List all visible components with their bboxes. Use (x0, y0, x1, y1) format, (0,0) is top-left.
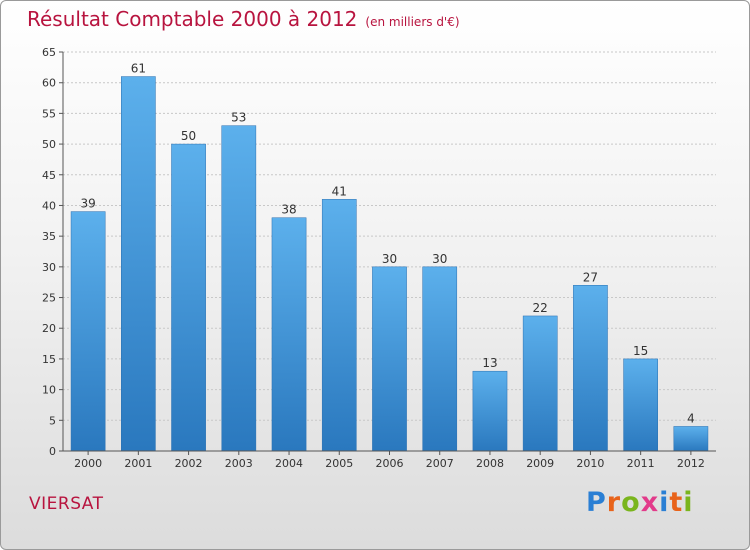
y-tick-label: 5 (49, 414, 56, 427)
bar-2006 (372, 266, 407, 452)
bar-value-label: 39 (80, 197, 95, 211)
y-tick-label: 10 (42, 384, 56, 397)
bar-2010 (573, 285, 608, 452)
bar-2004 (271, 217, 307, 452)
bar-value-label: 4 (687, 411, 695, 425)
bar-value-label: 15 (633, 344, 648, 358)
bar-value-label: 50 (181, 129, 196, 143)
commune-name: VIERSAT (29, 494, 104, 514)
y-tick-label: 15 (42, 353, 56, 366)
bar-value-label: 53 (231, 111, 246, 125)
proxiti-logo: Proxiti (586, 487, 694, 518)
x-tick-label: 2001 (124, 457, 152, 470)
bar-value-label: 30 (432, 252, 447, 266)
bar-2003 (221, 125, 257, 452)
x-tick-label: 2008 (476, 457, 504, 470)
x-tick-label: 2011 (627, 457, 655, 470)
y-axis: 0 5 10 15 20 25 30 35 40 45 50 55 60 65 (42, 46, 64, 458)
y-tick-label: 0 (49, 445, 56, 458)
y-tick-label: 30 (42, 261, 56, 274)
bar-value-label: 27 (583, 270, 598, 284)
chart-title-text: Résultat Comptable 2000 à 2012 (27, 7, 358, 31)
logo-letter: o (621, 487, 641, 518)
bar-2001 (121, 76, 156, 452)
bar-2007 (422, 266, 458, 452)
y-tick-label: 65 (42, 46, 56, 59)
x-tick-label: 2003 (225, 457, 253, 470)
logo-letter: t (669, 487, 684, 518)
y-tick-label: 45 (42, 169, 56, 182)
bar-value-label: 38 (281, 203, 296, 217)
x-tick-label: 2002 (175, 457, 203, 470)
bar-value-label: 13 (482, 356, 497, 370)
chart-title: Résultat Comptable 2000 à 2012 (en millie… (27, 7, 460, 31)
x-tick-label: 2006 (376, 457, 404, 470)
x-axis: 2000 2001 2002 2003 2004 2005 2006 2007 2008 2009… (63, 450, 716, 470)
x-tick-label: 2007 (426, 457, 454, 470)
logo-letter: r (606, 487, 622, 518)
y-tick-label: 40 (42, 199, 56, 212)
bar-2009 (522, 315, 558, 452)
bar-2005 (321, 199, 357, 452)
bar-2002 (171, 143, 206, 452)
y-tick-label: 35 (42, 230, 56, 243)
bar-2012 (673, 426, 709, 452)
y-tick-label: 20 (42, 322, 56, 335)
bar-2000 (70, 211, 106, 452)
bar-2011 (623, 358, 658, 452)
x-tick-label: 2000 (74, 457, 102, 470)
y-tick-label: 60 (42, 77, 56, 90)
x-tick-label: 2005 (325, 457, 353, 470)
x-tick-label: 2009 (526, 457, 554, 470)
logo-letter: x (640, 487, 660, 518)
bar-value-label: 61 (131, 62, 146, 76)
bar-value-label: 22 (533, 301, 548, 315)
y-tick-label: 55 (42, 107, 56, 120)
bar-value-label: 41 (332, 184, 347, 198)
bars: 39 61 50 53 38 41 30 30 13 22 27 15 4 (70, 62, 709, 452)
chart-title-unit: (en milliers d'€) (365, 15, 460, 29)
x-tick-label: 2012 (677, 457, 705, 470)
x-tick-label: 2010 (576, 457, 604, 470)
y-tick-label: 25 (42, 292, 56, 305)
logo-letter: i (683, 487, 694, 518)
logo-letter: i (659, 487, 670, 518)
bar-value-label: 30 (382, 252, 397, 266)
x-tick-label: 2004 (275, 457, 303, 470)
bar-2008 (472, 370, 508, 452)
logo-letter: P (586, 487, 607, 518)
y-tick-label: 50 (42, 138, 56, 151)
